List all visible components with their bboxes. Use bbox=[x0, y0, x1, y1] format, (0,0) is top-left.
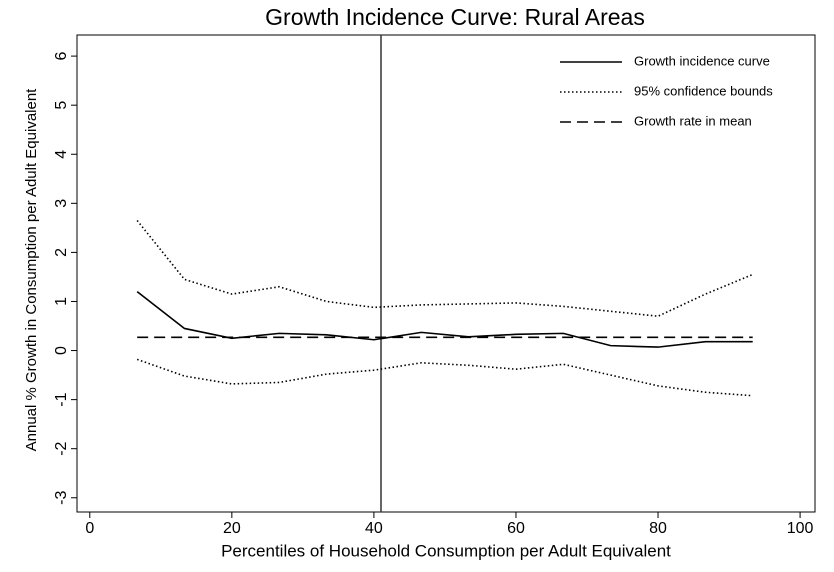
y-tick-label: -1 bbox=[53, 392, 70, 406]
y-tick-label: 2 bbox=[53, 248, 70, 257]
y-tick-label: 4 bbox=[53, 150, 70, 159]
x-tick-label: 80 bbox=[649, 520, 667, 537]
y-tick-label: -3 bbox=[53, 491, 70, 505]
y-tick-label: -2 bbox=[53, 441, 70, 455]
y-tick-label: 3 bbox=[53, 199, 70, 208]
y-tick-label: 5 bbox=[53, 101, 70, 110]
series-line bbox=[136, 358, 753, 397]
y-tick-label: 0 bbox=[53, 346, 70, 355]
y-axis-label: Annual % Growth in Consumption per Adult… bbox=[23, 88, 40, 452]
series-line bbox=[136, 291, 753, 348]
x-tick-label: 0 bbox=[85, 520, 94, 537]
legend-label: Growth rate in mean bbox=[634, 113, 752, 128]
series-line bbox=[136, 219, 754, 318]
legend-label: 95% confidence bounds bbox=[634, 83, 773, 98]
x-axis-label: Percentiles of Household Consumption per… bbox=[221, 541, 671, 560]
x-tick-label: 100 bbox=[787, 520, 814, 537]
x-tick-label: 40 bbox=[365, 520, 383, 537]
x-tick-label: 60 bbox=[507, 520, 525, 537]
y-tick-label: 1 bbox=[53, 297, 70, 306]
chart-title: Growth Incidence Curve: Rural Areas bbox=[265, 4, 645, 30]
x-tick-label: 20 bbox=[223, 520, 241, 537]
legend-label: Growth incidence curve bbox=[634, 53, 770, 68]
plot-frame bbox=[76, 34, 816, 513]
y-tick-label: 6 bbox=[53, 52, 70, 61]
